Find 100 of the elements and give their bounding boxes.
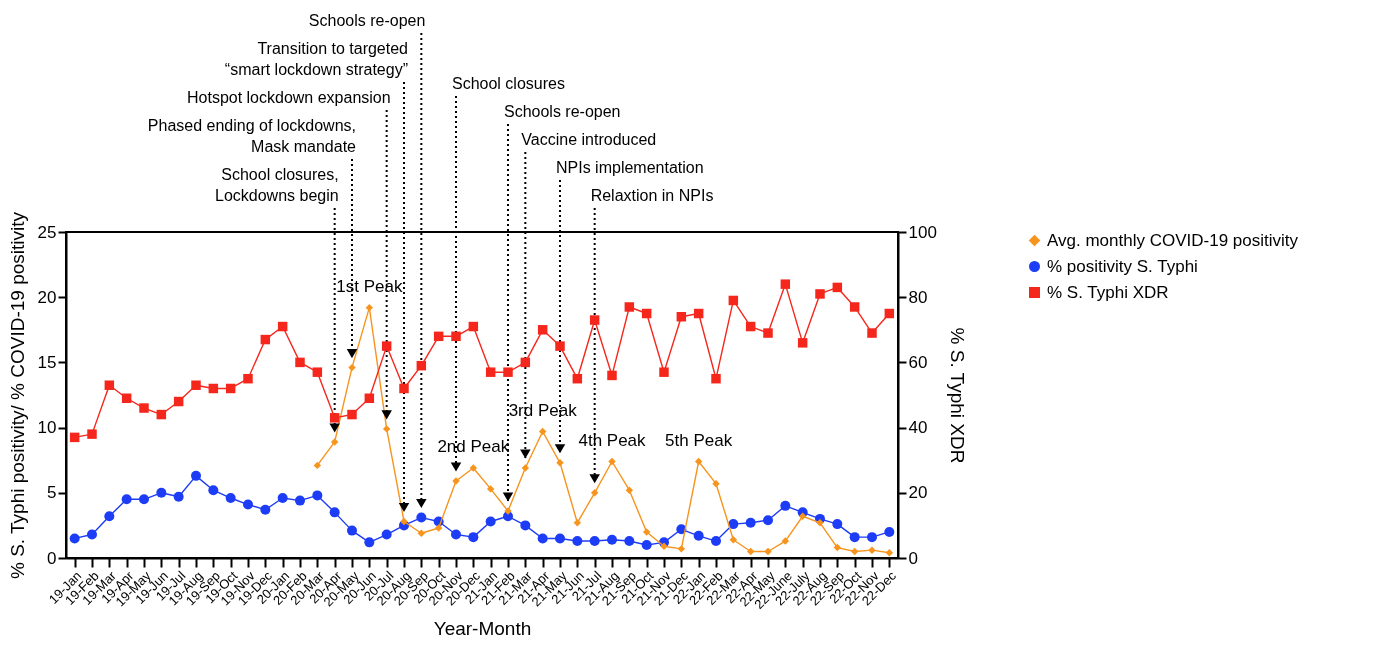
point: [243, 499, 253, 510]
point: [815, 289, 825, 299]
point: [764, 547, 772, 556]
point: [104, 511, 115, 522]
annotation: 5th Peak: [665, 430, 733, 450]
point: [225, 383, 236, 394]
y-tick-label: 25: [37, 222, 57, 242]
point: [225, 493, 236, 504]
point: [867, 532, 877, 543]
point: [537, 325, 548, 335]
point: [659, 367, 669, 377]
ref-line-label: School closures, Lockdowns begin: [215, 166, 339, 204]
point: [104, 380, 115, 390]
y2-tick-label: 100: [908, 222, 937, 242]
point: [555, 341, 565, 351]
point: [884, 526, 895, 537]
point: [295, 495, 305, 506]
y-tick-label: 20: [37, 287, 57, 307]
point: [849, 532, 860, 543]
point: [728, 519, 739, 530]
point: [589, 315, 600, 325]
point: [728, 295, 739, 306]
point: [625, 486, 634, 494]
point: [798, 512, 807, 520]
point: [348, 363, 356, 372]
point: [434, 524, 443, 532]
point: [139, 403, 149, 413]
annotation: 2nd Peak: [437, 437, 510, 457]
point: [365, 303, 374, 312]
point: [381, 529, 392, 540]
y2-tick-label: 60: [908, 352, 928, 372]
point: [469, 464, 478, 472]
point: [642, 528, 651, 536]
point: [417, 529, 426, 537]
y2-tick-label: 0: [908, 548, 918, 568]
point: [885, 549, 894, 557]
point: [693, 530, 704, 541]
legend-label: Avg. monthly COVID-19 positivity: [1047, 230, 1299, 250]
point: [677, 545, 686, 553]
ref-line-label: Transition to targeted “smart lockdown strategy”: [224, 40, 408, 78]
point: [191, 380, 201, 390]
point: [486, 485, 495, 493]
point: [694, 457, 703, 466]
point: [260, 334, 271, 345]
point: [572, 373, 583, 384]
point: [832, 282, 843, 293]
point: [312, 367, 323, 377]
point: [608, 457, 616, 466]
y-tick-label: 10: [37, 418, 57, 438]
point: [347, 525, 357, 536]
x-axis-title: Year-Month: [433, 617, 532, 639]
point: [884, 308, 895, 319]
y-tick-label: 15: [37, 352, 57, 372]
point: [313, 461, 322, 470]
point: [555, 533, 565, 544]
point: [312, 490, 323, 501]
point: [173, 491, 184, 502]
point: [590, 489, 599, 497]
point: [416, 360, 427, 371]
point: [833, 543, 842, 552]
point: [191, 470, 201, 481]
point: [849, 302, 860, 312]
point: [451, 529, 461, 540]
point: [121, 494, 132, 505]
point: [451, 331, 461, 342]
point: [763, 515, 773, 526]
point: [295, 357, 305, 368]
point: [503, 367, 513, 377]
point: [468, 532, 479, 543]
point: [243, 373, 253, 384]
y-axis-title: % S. Typhi positivity/ % COVID-19 positivity: [6, 211, 28, 580]
point: [624, 536, 635, 547]
point: [173, 396, 184, 407]
point: [850, 547, 859, 556]
point: [520, 520, 531, 531]
point: [745, 321, 756, 332]
point: [399, 383, 409, 394]
ref-line-label: Vaccine introduced: [521, 131, 657, 148]
point: [347, 409, 357, 420]
point: [416, 512, 427, 523]
ref-line-label: Hotspot lockdown expansion: [186, 89, 391, 106]
point: [364, 537, 375, 548]
point: [641, 308, 652, 319]
point: [607, 370, 617, 381]
y-tick-label: 0: [47, 548, 57, 568]
point: [781, 537, 790, 545]
point: [780, 279, 791, 289]
y2-tick-label: 40: [908, 418, 928, 438]
point: [711, 536, 721, 547]
point: [208, 383, 219, 394]
point: [485, 367, 496, 377]
point: [121, 393, 132, 403]
point: [69, 432, 80, 443]
point: [676, 312, 687, 322]
point: [329, 413, 340, 423]
ref-line-label: Phased ending of lockdowns, Mask mandate: [147, 117, 357, 155]
point: [693, 308, 704, 319]
annotation: 3rd Peak: [508, 400, 578, 420]
point: [277, 321, 288, 332]
point: [87, 429, 97, 439]
